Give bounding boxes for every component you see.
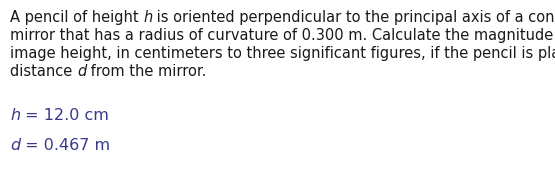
Text: mirror that has a radius of curvature of 0.300 m. Calculate the magnitude of the: mirror that has a radius of curvature of… xyxy=(10,28,555,43)
Text: d: d xyxy=(77,64,86,79)
Text: d: d xyxy=(10,138,20,153)
Text: = 12.0 cm: = 12.0 cm xyxy=(20,108,109,123)
Text: h: h xyxy=(143,10,153,25)
Text: = 0.467 m: = 0.467 m xyxy=(20,138,110,153)
Text: from the mirror.: from the mirror. xyxy=(86,64,206,79)
Text: distance: distance xyxy=(10,64,77,79)
Text: is oriented perpendicular to the principal axis of a concave: is oriented perpendicular to the princip… xyxy=(153,10,555,25)
Text: h: h xyxy=(10,108,20,123)
Text: A pencil of height: A pencil of height xyxy=(10,10,143,25)
Text: image height, in centimeters to three significant figures, if the pencil is plac: image height, in centimeters to three si… xyxy=(10,46,555,61)
